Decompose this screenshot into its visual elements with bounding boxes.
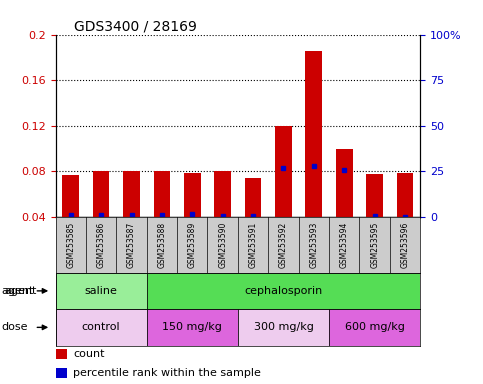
Bar	[275, 126, 292, 217]
Bar	[397, 172, 413, 217]
Text: control: control	[82, 322, 120, 333]
Bar	[329, 309, 420, 346]
Text: GSM253592: GSM253592	[279, 222, 288, 268]
Text: agent: agent	[1, 286, 33, 296]
Text: percentile rank within the sample: percentile rank within the sample	[73, 368, 261, 378]
Bar	[366, 174, 383, 217]
Bar	[56, 349, 67, 359]
Bar	[147, 309, 238, 346]
Bar	[238, 309, 329, 346]
Bar	[56, 273, 147, 309]
Bar	[56, 309, 147, 346]
Text: cephalosporin: cephalosporin	[244, 286, 323, 296]
Bar	[336, 149, 353, 217]
Text: GSM253593: GSM253593	[309, 222, 318, 268]
Text: agent: agent	[5, 286, 37, 296]
Text: saline: saline	[85, 286, 117, 296]
Text: GSM253586: GSM253586	[97, 222, 106, 268]
Text: GSM253596: GSM253596	[400, 222, 410, 268]
Bar	[154, 171, 170, 217]
Text: 150 mg/kg: 150 mg/kg	[162, 322, 222, 333]
Text: GSM253590: GSM253590	[218, 222, 227, 268]
Text: GSM253591: GSM253591	[249, 222, 257, 268]
Text: dose: dose	[1, 322, 28, 333]
Text: GSM253585: GSM253585	[66, 222, 75, 268]
Text: GSM253595: GSM253595	[370, 222, 379, 268]
Text: GSM253588: GSM253588	[157, 222, 167, 268]
Bar	[93, 171, 110, 217]
Bar	[62, 175, 79, 217]
Text: 600 mg/kg: 600 mg/kg	[345, 322, 405, 333]
Text: GSM253587: GSM253587	[127, 222, 136, 268]
Text: count: count	[73, 349, 105, 359]
Bar	[305, 51, 322, 217]
Text: GSM253594: GSM253594	[340, 222, 349, 268]
Text: GDS3400 / 28169: GDS3400 / 28169	[74, 20, 197, 33]
Bar	[147, 273, 420, 309]
Bar	[214, 171, 231, 217]
Text: GSM253589: GSM253589	[188, 222, 197, 268]
Bar	[56, 368, 67, 379]
Bar	[245, 178, 261, 217]
Text: 300 mg/kg: 300 mg/kg	[254, 322, 313, 333]
Bar	[123, 171, 140, 217]
Bar	[184, 172, 200, 217]
